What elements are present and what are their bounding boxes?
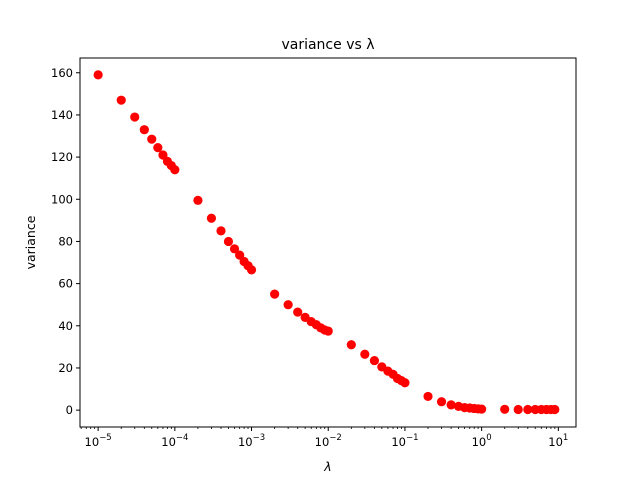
x-tick-label: 10−5 (85, 433, 112, 449)
data-point (193, 195, 203, 205)
y-tick-label: 0 (66, 403, 73, 417)
data-point (400, 378, 410, 388)
x-tick-label: 101 (548, 433, 568, 449)
x-axis-label: λ (323, 459, 331, 474)
x-tick-label: 10−1 (391, 433, 418, 449)
x-tick-label: 10−3 (238, 433, 265, 449)
data-point (283, 300, 293, 310)
y-tick-label: 100 (51, 192, 73, 206)
data-point (346, 340, 356, 350)
y-tick-label: 160 (51, 66, 73, 80)
x-axis: 10−5 10−4 10−3 10−2 10−1 100 101 (80, 427, 568, 449)
chart-title: variance vs λ (281, 37, 374, 53)
x-tick-label: 10−2 (315, 433, 342, 449)
x-tick-label: 10−4 (161, 433, 188, 449)
y-tick-label: 20 (58, 361, 73, 375)
data-point (229, 244, 240, 254)
y-tick-label: 120 (51, 150, 73, 164)
plot-area (80, 58, 576, 427)
data-point (513, 404, 523, 415)
data-point (206, 213, 217, 223)
data-point (93, 70, 103, 80)
data-point (477, 404, 487, 414)
data-point (500, 404, 510, 414)
data-point (446, 400, 456, 410)
y-tick-label: 80 (58, 234, 73, 248)
y-tick-label: 140 (51, 108, 73, 122)
data-point (550, 404, 560, 415)
y-axis-label: variance (23, 215, 38, 269)
data-point (139, 125, 149, 135)
data-point (246, 265, 257, 275)
data-point (360, 349, 370, 359)
data-point (270, 289, 280, 299)
data-point (523, 404, 533, 415)
y-axis: 0 20 40 60 80 100 120 140 160 (51, 66, 80, 417)
data-points (93, 70, 560, 415)
y-tick-label: 40 (58, 319, 73, 333)
data-point (423, 391, 433, 402)
data-point (153, 143, 163, 153)
data-point (293, 307, 303, 317)
data-point (116, 95, 126, 105)
x-tick-label: 100 (472, 433, 492, 449)
data-point (223, 236, 234, 247)
data-point (323, 326, 333, 336)
data-point (147, 134, 157, 144)
data-point (130, 112, 140, 122)
data-point (216, 226, 226, 236)
data-point (369, 355, 380, 366)
y-tick-label: 60 (58, 277, 73, 291)
data-point (436, 397, 447, 407)
data-point (170, 165, 180, 175)
